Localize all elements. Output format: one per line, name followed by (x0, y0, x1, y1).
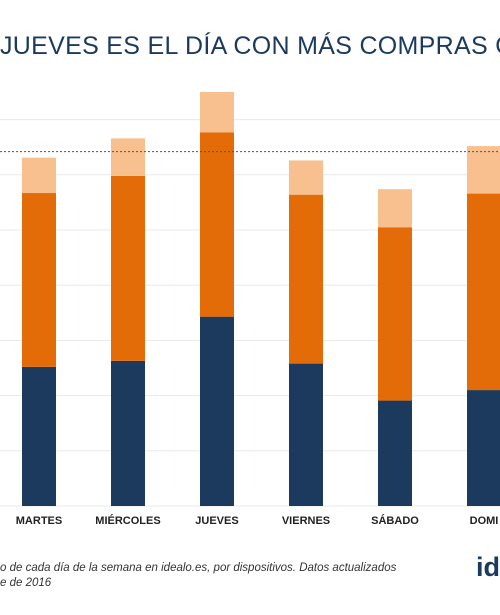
bar-segment-bottom (289, 363, 323, 506)
x-axis-label: DOMI (470, 515, 499, 527)
bar-segment-middle (22, 193, 56, 367)
bars (22, 92, 500, 506)
stacked-bar-chart: MARTES MIÉRCOLES JUEVES VIERNES SÁBADO DOMI (0, 92, 500, 527)
bar-segment-bottom (200, 316, 234, 506)
bar-segment-top (289, 160, 323, 195)
bar-segment-top (22, 157, 56, 194)
bar-segment-top (111, 138, 145, 176)
x-axis-label: MARTES (16, 515, 62, 527)
bar-segment-top (200, 92, 234, 133)
bar-segment-bottom (111, 360, 145, 506)
footnote: o de cada día de la semana en idealo.es,… (0, 561, 440, 591)
idealo-logo: id (476, 552, 500, 582)
footnote-line-2: e de 2016 (0, 577, 52, 589)
x-axis-label: JUEVES (195, 515, 238, 527)
bar-segment-middle (200, 132, 234, 317)
x-axis-labels: MARTES MIÉRCOLES JUEVES VIERNES SÁBADO DOMI (16, 514, 499, 527)
bar-segment-bottom (467, 390, 500, 506)
bar-segment-middle (378, 227, 412, 401)
x-axis-label: SÁBADO (371, 514, 419, 527)
bar-segment-top (467, 146, 500, 194)
bar-segment-middle (289, 194, 323, 364)
bar-segment-top (378, 189, 412, 228)
x-axis-label: VIERNES (282, 515, 330, 527)
bar-segment-bottom (378, 400, 412, 506)
bar-segment-middle (111, 175, 145, 361)
x-axis-label: MIÉRCOLES (95, 514, 160, 527)
footnote-line-1: o de cada día de la semana en idealo.es,… (0, 562, 397, 574)
chart-title: JUEVES ES EL DÍA CON MÁS COMPRAS ON (0, 32, 500, 60)
bar-segment-bottom (22, 366, 56, 506)
bar-segment-middle (467, 193, 500, 391)
gridlines (0, 119, 500, 507)
